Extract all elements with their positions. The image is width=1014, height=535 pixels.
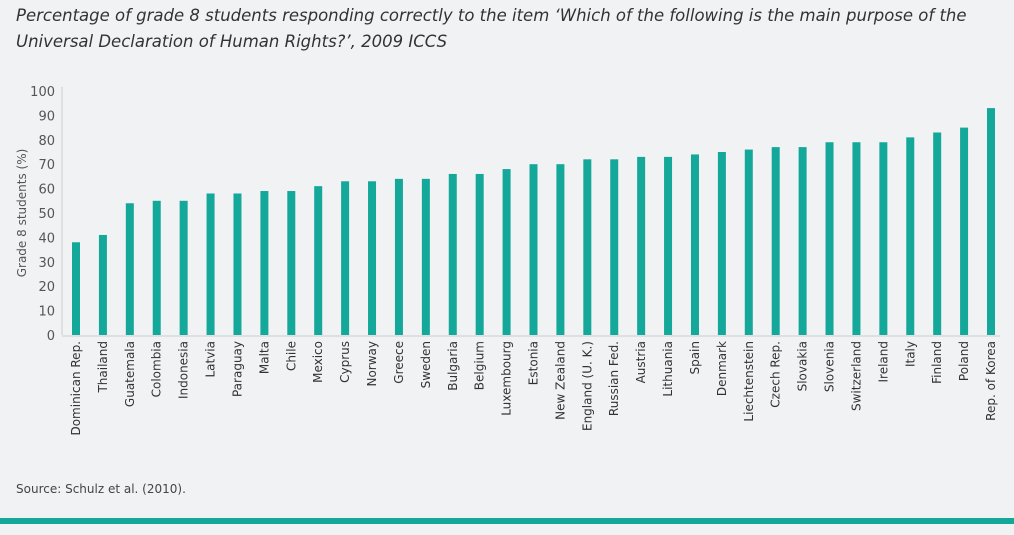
bar xyxy=(260,191,269,335)
x-tick-label: Sweden xyxy=(419,341,433,388)
bar xyxy=(664,156,673,335)
bar xyxy=(637,156,646,335)
bar xyxy=(987,108,995,335)
x-tick-label: Estonia xyxy=(527,341,541,385)
y-tick-label: 0 xyxy=(47,329,55,344)
x-tick-label: Greece xyxy=(392,341,406,384)
bar xyxy=(771,147,780,335)
x-tick-label: Dominican Rep. xyxy=(69,341,83,436)
y-tick-label: 50 xyxy=(38,207,55,222)
x-tick-label: New Zealand xyxy=(553,341,567,420)
x-tick-label: Belgium xyxy=(473,341,487,390)
bar xyxy=(72,242,80,335)
x-tick-label: Norway xyxy=(365,341,379,387)
x-tick-label: Russian Fed. xyxy=(607,341,621,416)
bar xyxy=(233,193,242,335)
bar-chart: 0 10 20 30 40 50 60 70 80 90 100 Grade 8 students (… xyxy=(15,85,1000,436)
y-tick-label: 90 xyxy=(38,109,55,124)
bar xyxy=(825,142,834,335)
x-tick-label: Switzerland xyxy=(849,341,863,411)
x-tick-label: Czech Rep. xyxy=(769,341,783,408)
x-tick-label: Spain xyxy=(688,341,702,375)
bar xyxy=(179,200,188,335)
x-tick-label: England (U. K.) xyxy=(580,341,594,431)
x-tick-label: Slovenia xyxy=(823,341,837,392)
x-tick-label: Indonesia xyxy=(177,341,191,399)
bar xyxy=(879,142,888,335)
bar xyxy=(475,173,484,335)
y-axis-label: Grade 8 students (%) xyxy=(15,149,29,278)
source-note: Source: Schulz et al. (2010). xyxy=(16,482,186,496)
y-tick-label: 20 xyxy=(38,280,55,295)
bar xyxy=(852,142,861,335)
bar xyxy=(798,147,807,335)
bottom-rule xyxy=(0,518,1014,524)
y-tick-label: 60 xyxy=(38,183,55,198)
bar xyxy=(906,137,915,335)
x-tick-label: Poland xyxy=(957,341,971,381)
chart-title: Percentage of grade 8 students respondin… xyxy=(16,6,967,51)
x-tick-label: Austria xyxy=(634,341,648,383)
bar xyxy=(744,149,753,335)
x-tick-label: Colombia xyxy=(150,341,164,397)
bar xyxy=(368,181,377,335)
y-tick-label: 40 xyxy=(38,231,55,246)
x-tick-label: Thailand xyxy=(96,341,110,394)
y-tick-label: 70 xyxy=(38,158,55,173)
x-tick-label: Ireland xyxy=(876,341,890,383)
x-tick-label: Finland xyxy=(930,341,944,384)
bar xyxy=(287,191,296,335)
bar xyxy=(583,159,592,335)
x-tick-label: Rep. of Korea xyxy=(984,341,998,421)
bar xyxy=(556,164,565,335)
x-tick-label: Malta xyxy=(257,341,271,374)
x-tick-label: Liechtenstein xyxy=(742,341,756,422)
bar xyxy=(448,173,457,335)
bar xyxy=(690,154,699,335)
x-tick-label: Chile xyxy=(284,341,298,371)
bar xyxy=(933,132,942,335)
bar xyxy=(717,152,726,335)
bar xyxy=(341,181,350,335)
bar xyxy=(610,159,619,335)
x-tick-label: Luxembourg xyxy=(500,341,514,416)
x-tick-label: Bulgaria xyxy=(446,341,460,391)
bar xyxy=(394,178,403,335)
y-tick-label: 100 xyxy=(30,85,55,100)
x-tick-label: Denmark xyxy=(715,341,729,396)
bar xyxy=(960,127,969,335)
x-tick-label: Paraguay xyxy=(230,341,244,397)
y-tick-label: 10 xyxy=(38,305,55,320)
x-tick-label: Guatemala xyxy=(123,341,137,407)
x-tick-label: Italy xyxy=(903,341,917,367)
bar xyxy=(98,234,107,335)
bar xyxy=(421,178,430,335)
x-tick-label: Mexico xyxy=(311,341,325,383)
bar xyxy=(206,193,215,335)
bar xyxy=(152,200,161,335)
y-tick-label: 80 xyxy=(38,134,55,149)
bar xyxy=(125,203,134,335)
y-tick-label: 30 xyxy=(38,256,55,271)
x-tick-label: Latvia xyxy=(204,341,218,378)
x-tick-label: Lithuania xyxy=(661,341,675,397)
bar xyxy=(529,164,538,335)
x-tick-label: Slovakia xyxy=(796,341,810,391)
bar xyxy=(314,186,323,335)
x-tick-label: Cyprus xyxy=(338,341,352,383)
bar xyxy=(502,169,511,335)
